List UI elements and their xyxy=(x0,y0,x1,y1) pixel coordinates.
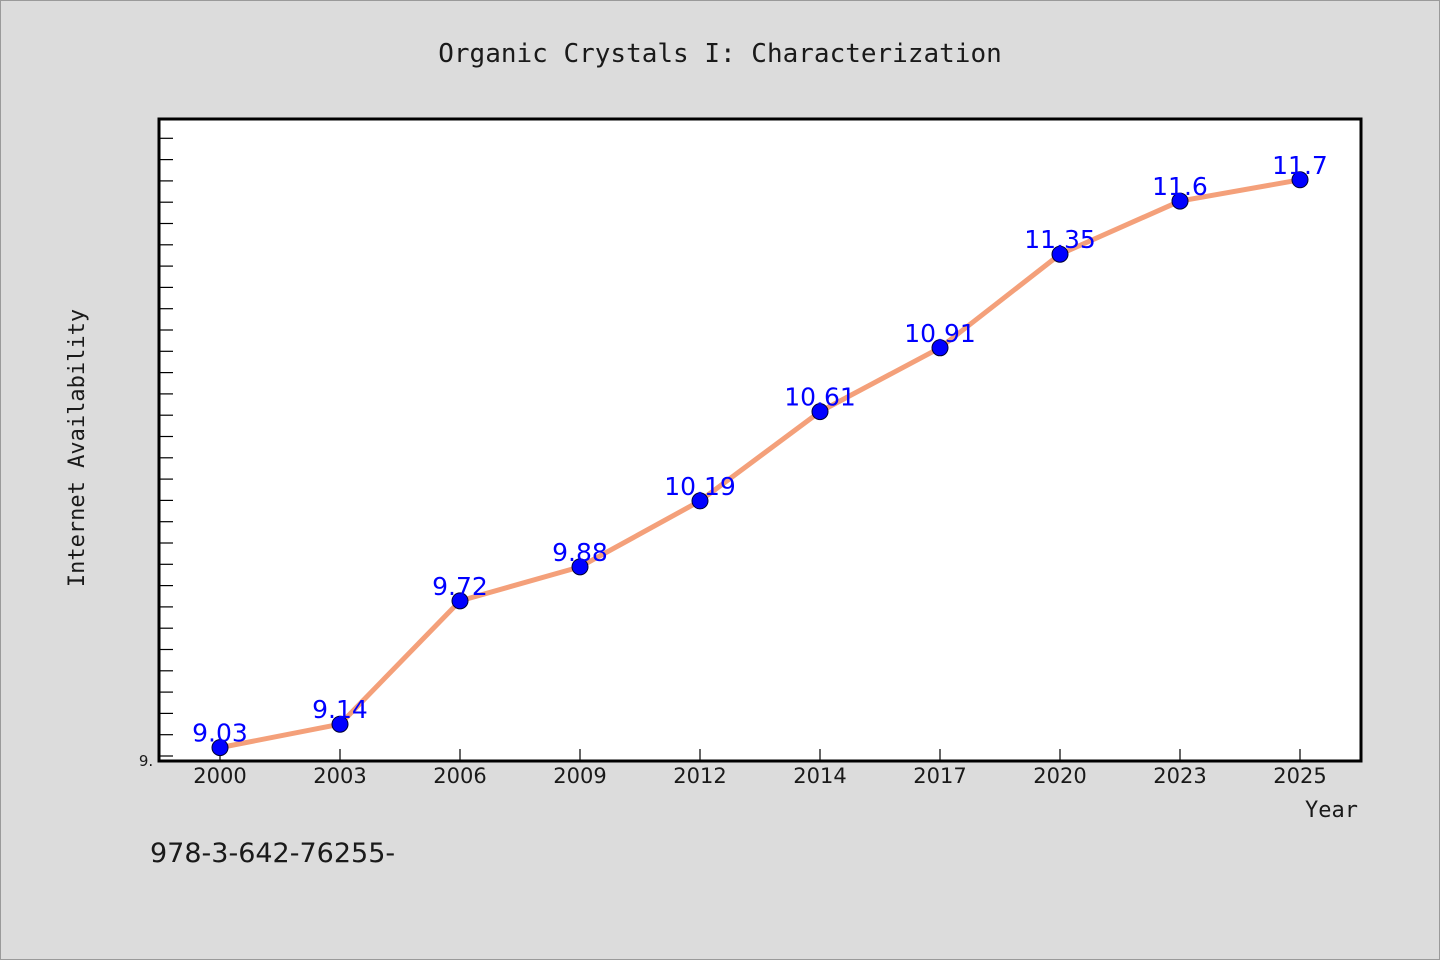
data-label: 10.61 xyxy=(784,383,856,412)
x-tick-label: 2003 xyxy=(313,764,366,788)
x-tick-label: 2014 xyxy=(793,764,846,788)
data-point xyxy=(1291,171,1309,189)
isbn-footer: 978-3-642-76255- xyxy=(150,838,395,869)
x-tick-label: 2017 xyxy=(913,764,966,788)
data-label: 9.03 xyxy=(192,719,248,748)
data-label: 9.14 xyxy=(312,695,368,724)
data-point xyxy=(451,592,469,610)
data-label: 11.7 xyxy=(1272,151,1328,180)
x-tick-label: 2012 xyxy=(673,764,726,788)
data-label: 10.91 xyxy=(904,319,976,348)
data-point xyxy=(931,339,949,357)
x-axis-ticks: 2000 2003 2006 2009 2012 2014 2017 2020 2023 2025 xyxy=(193,749,1327,788)
data-point xyxy=(1051,245,1069,263)
x-tick-label: 2000 xyxy=(193,764,246,788)
plot-area xyxy=(157,117,1363,763)
x-tick-label: 2023 xyxy=(1153,764,1206,788)
data-label: 10.19 xyxy=(664,472,736,501)
data-label: 11.6 xyxy=(1152,172,1208,201)
data-point xyxy=(571,558,589,576)
data-point xyxy=(1171,192,1189,210)
data-label: 11.35 xyxy=(1024,225,1096,254)
data-point xyxy=(331,715,349,733)
series-line xyxy=(217,177,1303,751)
x-tick-label: 2020 xyxy=(1033,764,1086,788)
y-axis-ticks xyxy=(159,137,173,757)
x-axis-title: Year xyxy=(1305,798,1358,823)
chart-title: Organic Crystals I: Characterization xyxy=(438,39,1002,69)
data-point xyxy=(691,492,709,510)
x-tick-label: 2006 xyxy=(433,764,486,788)
data-point xyxy=(211,739,229,757)
data-label: 9.72 xyxy=(432,572,488,601)
y-tick-label: 9. xyxy=(139,752,153,770)
data-label: 9.88 xyxy=(552,538,608,567)
data-point xyxy=(811,403,829,421)
y-axis-title: Internet Availability xyxy=(65,309,90,587)
x-tick-label: 2025 xyxy=(1273,764,1326,788)
series-layer: 9.03 9.14 9.72 9.88 10.19 10.61 10.91 11.35 11.6… xyxy=(192,151,1328,757)
x-tick-label: 2009 xyxy=(553,764,606,788)
